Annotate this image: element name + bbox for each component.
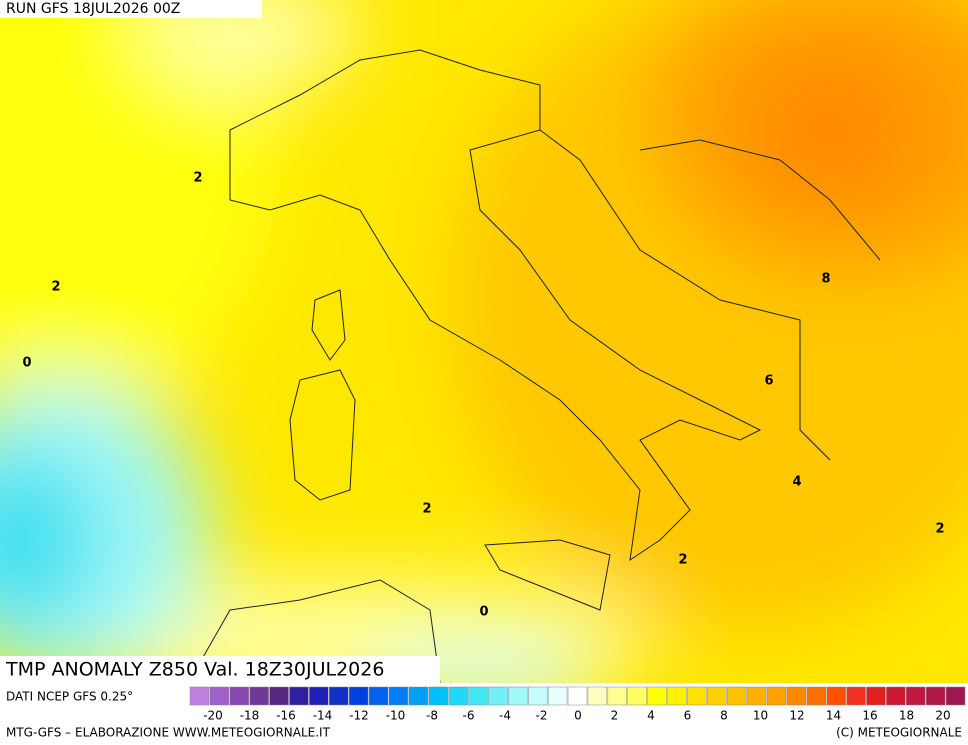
colorbar-swatch xyxy=(925,686,946,706)
title-box xyxy=(0,656,440,683)
colorbar-swatch xyxy=(249,686,269,706)
colorbar-tick-label: 18 xyxy=(899,709,914,723)
colorbar-swatch xyxy=(229,686,249,706)
colorbar-tick-label: -10 xyxy=(386,709,406,723)
colorbar-tick-label: -20 xyxy=(203,709,223,723)
colorbar-tick-label: -8 xyxy=(426,709,438,723)
colorbar-swatch xyxy=(388,686,409,706)
colorbar-tick-label: 12 xyxy=(789,709,804,723)
colorbar-swatch xyxy=(806,686,826,706)
colorbar-swatch xyxy=(528,686,548,706)
colorbar-tick-label: -14 xyxy=(313,709,333,723)
colorbar-swatch xyxy=(906,686,926,706)
colorbar-swatch xyxy=(746,686,767,706)
colorbar-tick-label: -4 xyxy=(499,709,511,723)
colorbar-tick-label: -2 xyxy=(536,709,548,723)
colorbar-swatch xyxy=(587,686,608,706)
colorbar-swatch xyxy=(488,686,508,706)
map-title: TMP ANOMALY Z850 Val. 18Z30JUL2026 xyxy=(5,659,384,681)
colorbar-swatch xyxy=(826,686,846,706)
colorbar-swatch xyxy=(448,686,468,706)
colorbar-tick-label: -16 xyxy=(276,709,296,723)
colorbar-swatch xyxy=(269,686,289,706)
map-field xyxy=(0,0,968,683)
colorbar-tick-label: 4 xyxy=(647,709,655,723)
colorbar-swatch xyxy=(647,686,667,706)
contour-label: 0 xyxy=(22,356,31,371)
colorbar-swatch xyxy=(468,686,488,706)
colorbar-tick-label: 20 xyxy=(935,709,950,723)
colorbar-tick-label: 0 xyxy=(574,709,582,723)
footer-right: (C) METEOGIORNALE xyxy=(836,726,962,740)
colorbar-swatch xyxy=(209,686,230,706)
colorbar-swatch xyxy=(428,686,448,706)
colorbar-swatch xyxy=(627,686,647,706)
colorbar-swatch xyxy=(508,686,528,706)
contour-label: 2 xyxy=(193,171,202,186)
footer-left: MTG-GFS – ELABORAZIONE WWW.METEOGIORNALE… xyxy=(6,726,331,740)
colorbar-tick-label: -12 xyxy=(349,709,369,723)
colorbar-swatch xyxy=(846,686,866,706)
contour-label: 6 xyxy=(764,374,773,389)
colorbar-tick-label: 10 xyxy=(753,709,768,723)
colorbar-swatch xyxy=(786,686,807,706)
colorbar-swatch xyxy=(687,686,707,706)
contour-label: 2 xyxy=(678,553,687,568)
colorbar-tick-label: -6 xyxy=(463,709,475,723)
colorbar-swatch xyxy=(945,686,966,706)
colorbar-tick-label: -18 xyxy=(240,709,260,723)
colorbar-swatch xyxy=(309,686,329,706)
contour-label: 4 xyxy=(792,475,801,490)
contour-label: 2 xyxy=(935,522,944,537)
colorbar-swatch xyxy=(289,686,309,706)
source-label: DATI NCEP GFS 0.25° xyxy=(6,690,133,704)
colorbar-swatch xyxy=(329,686,349,706)
colorbar-swatch xyxy=(707,686,727,706)
colorbar-swatch xyxy=(189,686,210,706)
contour-labels: 2 2 0 2 2 2 0 6 4 8 xyxy=(22,171,944,620)
colorbar-swatch xyxy=(408,686,429,706)
colorbar-swatch xyxy=(667,686,687,706)
colorbar-swatch xyxy=(866,686,886,706)
colorbar-swatch xyxy=(348,686,369,706)
colorbar-swatch xyxy=(607,686,627,706)
contour-label: 2 xyxy=(422,502,431,517)
colorbar-swatch xyxy=(766,686,787,706)
colorbar-swatch xyxy=(368,686,389,706)
colorbar-tick-label: 6 xyxy=(684,709,692,723)
colorbar-tick-label: 16 xyxy=(862,709,877,723)
colorbar-tick-label: 8 xyxy=(720,709,728,723)
run-label-box xyxy=(0,0,262,18)
contour-label: 8 xyxy=(821,272,830,287)
colorbar-swatch xyxy=(726,686,747,706)
colorbar-tick-label: 14 xyxy=(826,709,841,723)
colorbar-swatch xyxy=(567,686,588,706)
contour-label: 0 xyxy=(479,605,488,620)
colorbar-swatch xyxy=(547,686,568,706)
coastlines xyxy=(189,49,881,683)
colorbar-swatch xyxy=(886,686,906,706)
run-label: RUN GFS 18JUL2026 00Z xyxy=(6,1,180,17)
contour-label: 2 xyxy=(51,280,60,295)
colorbar-tick-label: 2 xyxy=(611,709,619,723)
colorbar: -20 -18 -16 -14 -12 -10 -8 -6 -4 -2 0 2 4 6 8 10 12 14 16 1… xyxy=(189,686,966,723)
